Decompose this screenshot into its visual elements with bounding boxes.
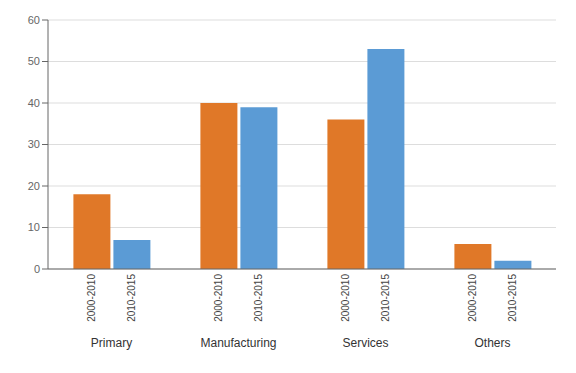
- svg-text:10: 10: [28, 221, 40, 233]
- svg-text:2010-2015: 2010-2015: [126, 274, 137, 322]
- svg-text:2000-2010: 2000-2010: [213, 274, 224, 322]
- svg-text:2000-2010: 2000-2010: [340, 274, 351, 322]
- svg-text:0: 0: [34, 263, 40, 275]
- svg-text:2010-2015: 2010-2015: [380, 274, 391, 322]
- svg-text:30: 30: [28, 138, 40, 150]
- svg-text:2000-2010: 2000-2010: [467, 274, 478, 322]
- svg-text:Primary: Primary: [91, 336, 132, 350]
- svg-text:Services: Services: [342, 336, 388, 350]
- svg-text:40: 40: [28, 97, 40, 109]
- svg-text:2010-2015: 2010-2015: [253, 274, 264, 322]
- svg-text:20: 20: [28, 180, 40, 192]
- svg-text:2000-2010: 2000-2010: [86, 274, 97, 322]
- svg-text:Others: Others: [474, 336, 510, 350]
- svg-text:Manufacturing: Manufacturing: [200, 336, 276, 350]
- svg-text:60: 60: [28, 14, 40, 26]
- svg-text:50: 50: [28, 55, 40, 67]
- svg-text:2010-2015: 2010-2015: [507, 274, 518, 322]
